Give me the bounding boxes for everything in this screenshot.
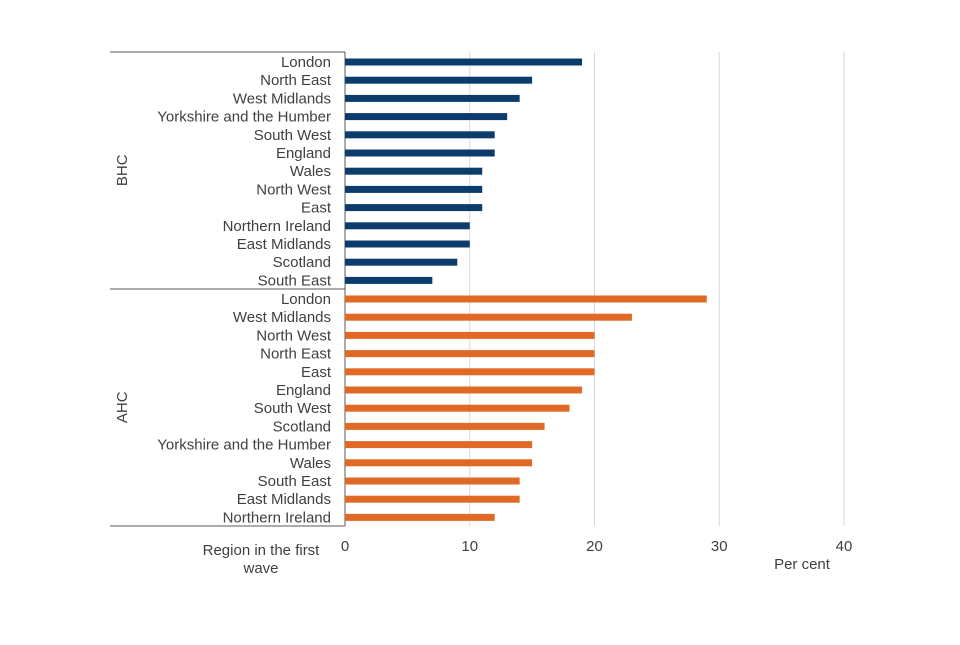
- bar: [345, 350, 595, 358]
- bar: [345, 441, 533, 449]
- bar: [345, 167, 483, 175]
- category-label: West Midlands: [233, 90, 331, 107]
- category-label: Yorkshire and the Humber: [157, 437, 331, 454]
- bar: [345, 386, 583, 394]
- bar: [345, 222, 470, 230]
- x-tick-label: 30: [711, 538, 728, 555]
- category-label: West Midlands: [233, 309, 331, 326]
- bar: [345, 113, 508, 121]
- bar: [345, 331, 595, 339]
- category-label: London: [281, 291, 331, 308]
- category-label: England: [276, 382, 331, 399]
- category-label: Scotland: [273, 254, 331, 271]
- x-axis-title: Per cent: [774, 556, 831, 573]
- bar: [345, 131, 495, 139]
- bar: [345, 58, 583, 66]
- category-label: South East: [258, 272, 332, 289]
- bar: [345, 313, 632, 321]
- category-label: North West: [256, 181, 332, 198]
- bar: [345, 459, 533, 467]
- group-label: BHC: [114, 154, 131, 186]
- category-label: England: [276, 145, 331, 162]
- bar: [345, 149, 495, 157]
- category-label: East: [301, 200, 332, 217]
- x-tick-label: 20: [586, 538, 603, 555]
- category-label: South West: [254, 400, 332, 417]
- x-tick-label: 40: [836, 538, 853, 555]
- bars: [345, 58, 707, 521]
- bar: [345, 258, 458, 266]
- category-label: East: [301, 364, 332, 381]
- category-label: Northern Ireland: [223, 509, 331, 526]
- category-label: Wales: [290, 163, 331, 180]
- bar: [345, 76, 533, 84]
- category-label: North East: [260, 346, 332, 363]
- y-axis-title-line-1: Region in the first wave: [203, 542, 321, 577]
- x-tick-label: 10: [461, 538, 478, 555]
- bar: [345, 477, 520, 485]
- bar: [345, 94, 520, 102]
- category-label: East Midlands: [237, 491, 331, 508]
- grid-lines: [469, 52, 845, 526]
- category-label: Scotland: [273, 418, 331, 435]
- category-label: Yorkshire and the Humber: [157, 109, 331, 126]
- group-label: AHC: [114, 391, 131, 423]
- bar: [345, 240, 470, 248]
- category-label: Northern Ireland: [223, 218, 331, 235]
- bar: [345, 513, 495, 521]
- category-label: Wales: [290, 455, 331, 472]
- bar: [345, 204, 483, 212]
- bar: [345, 276, 433, 284]
- category-label: South East: [258, 473, 332, 490]
- category-label: East Midlands: [237, 236, 331, 253]
- bar: [345, 404, 570, 412]
- bar: [345, 185, 483, 193]
- category-label: North West: [256, 327, 332, 344]
- category-label: London: [281, 54, 331, 71]
- x-tick-label: 0: [341, 538, 349, 555]
- category-label: North East: [260, 72, 332, 89]
- bar: [345, 495, 520, 503]
- bar: [345, 422, 545, 430]
- category-label: South West: [254, 127, 332, 144]
- bar: [345, 295, 707, 303]
- bar: [345, 368, 595, 376]
